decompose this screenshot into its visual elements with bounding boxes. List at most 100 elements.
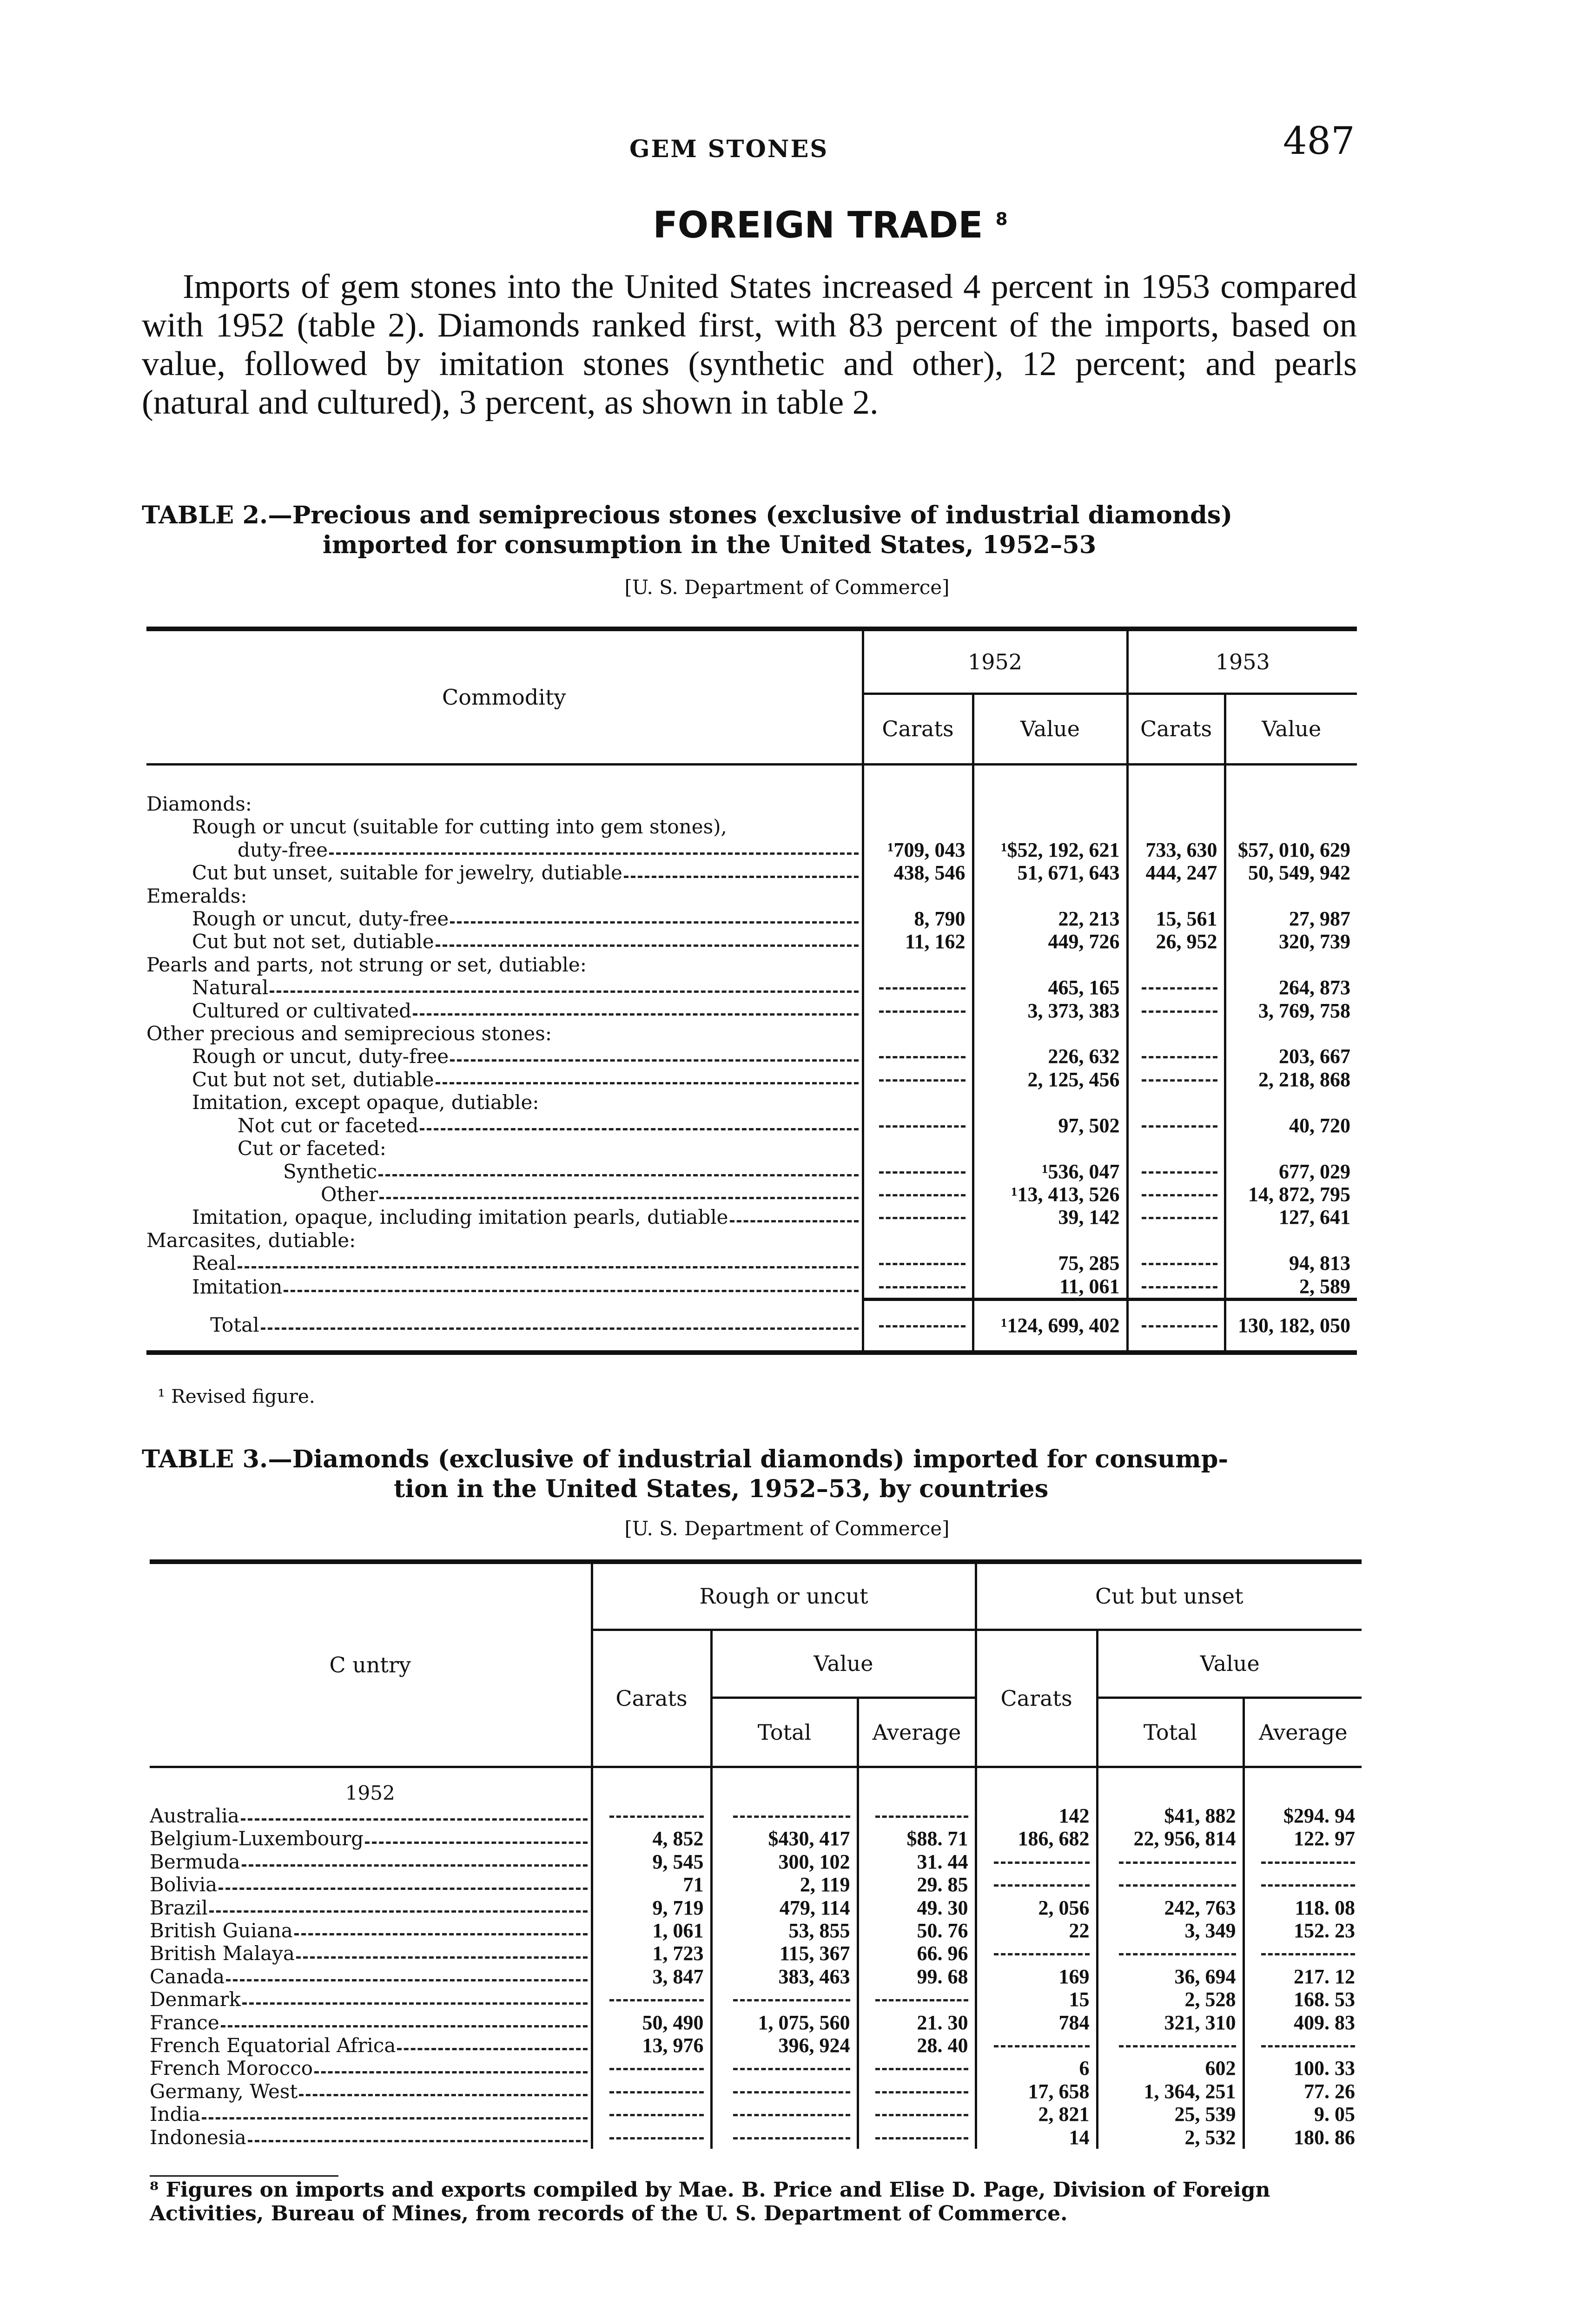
value-cell: 465, 165	[972, 976, 1128, 999]
row-label: Belgium-Luxembourg	[150, 1827, 592, 1850]
leader-dots	[202, 2103, 588, 2119]
value-cell: 449, 726	[972, 930, 1128, 953]
spacer-cell	[1223, 764, 1357, 792]
intro-paragraph: Imports of gem stones into the United St…	[142, 268, 1357, 422]
row-label: Synthetic	[146, 1160, 863, 1183]
empty-cell	[1126, 1091, 1225, 1114]
row-label: Cut or faceted:	[146, 1137, 863, 1160]
leader-dots	[299, 2080, 588, 2097]
table-row: British Malaya 1, 723 115, 367 66. 96	[150, 1942, 1362, 1965]
label-text: duty-free	[238, 838, 328, 861]
leader-dashes	[875, 2114, 968, 2117]
value-cell: 9, 719	[590, 1896, 711, 1920]
table-row: Cut or faceted:	[146, 1137, 1357, 1160]
label-wrap: Cut but unset, suitable for jewelry, dut…	[146, 861, 862, 884]
value-cell: 66. 96	[856, 1942, 976, 1965]
table-row: Indonesia 14 2, 532 180. 86	[150, 2126, 1362, 2149]
value-cell: 602	[1096, 2057, 1244, 2080]
label-wrap: Other precious and semiprecious stones:	[146, 1022, 862, 1045]
row-label: Bolivia	[150, 1873, 592, 1896]
value-cell: 186, 682	[974, 1827, 1098, 1850]
empty-cell	[1223, 953, 1357, 977]
label-wrap: Imitation	[146, 1275, 862, 1298]
label-text: Other precious and semiprecious stones:	[146, 1022, 552, 1045]
label-wrap: Diamonds:	[146, 792, 862, 815]
label-text: French Equatorial Africa	[150, 2034, 396, 2057]
value-cell	[861, 1068, 973, 1091]
row-label: Imitation	[146, 1275, 863, 1300]
value-cell: 3, 373, 383	[972, 999, 1128, 1023]
label-text: Brazil	[150, 1896, 208, 1919]
label-text: Canada	[150, 1965, 225, 1988]
spacer-row	[146, 764, 1357, 792]
empty-cell	[1223, 1137, 1357, 1160]
row-label: Total	[146, 1299, 863, 1353]
empty-cell	[972, 792, 1128, 816]
value-cell: 39, 142	[972, 1206, 1128, 1229]
table-row: Cultured or cultivated 3, 373, 383 3, 769,…	[146, 999, 1357, 1023]
table-row: duty-free ¹709, 043 ¹$52, 192, 621 733, 630…	[146, 838, 1357, 862]
value-cell	[710, 2080, 858, 2103]
value-cell: 22, 956, 814	[1096, 1827, 1244, 1850]
table3-source: [U. S. Department of Commerce]	[624, 1517, 950, 1540]
value-cell	[861, 1206, 973, 1229]
value-cell: 1, 061	[590, 1919, 711, 1942]
section-label: 1952	[345, 1781, 395, 1804]
leader-dots	[314, 2057, 588, 2073]
value-cell	[1126, 1274, 1225, 1300]
value-cell: 97, 502	[972, 1114, 1128, 1137]
value-cell: 127, 641	[1223, 1206, 1357, 1229]
label-text: India	[150, 2103, 200, 2126]
header-cut-total: Total	[1096, 1697, 1244, 1767]
row-label: Not cut or faceted	[146, 1114, 863, 1137]
leader-dashes	[609, 1816, 704, 1818]
leader-dashes	[875, 1999, 968, 2002]
value-cell: 320, 739	[1223, 930, 1357, 953]
value-cell: 15	[974, 1988, 1098, 2011]
table-row: Imitation, opaque, including imitation p…	[146, 1206, 1357, 1229]
empty-cell	[1096, 1767, 1244, 1804]
value-cell: 26, 952	[1126, 930, 1225, 953]
leader-dashes	[609, 1999, 704, 2002]
empty-cell	[861, 1091, 973, 1114]
empty-cell	[1223, 1228, 1357, 1252]
row-label: Denmark	[150, 1988, 592, 2011]
header-rough-total: Total	[710, 1697, 858, 1767]
table-row: India 2, 821 25, 539 9. 05	[150, 2103, 1362, 2126]
label-text: Not cut or faceted	[238, 1114, 419, 1137]
leader-dashes	[1142, 1056, 1217, 1059]
row-label: Rough or uncut, duty-free	[146, 1045, 863, 1068]
value-cell: 75, 285	[972, 1252, 1128, 1275]
row-label: Imitation, except opaque, dutiable:	[146, 1091, 863, 1114]
leader-dashes	[1261, 1861, 1356, 1864]
value-cell: 25, 539	[1096, 2103, 1244, 2126]
leader-dots	[379, 1183, 859, 1200]
empty-cell	[710, 1767, 858, 1804]
value-cell	[590, 1988, 711, 2011]
leader-dots	[378, 1160, 859, 1176]
row-label: Cut but not set, dutiable	[146, 1068, 863, 1091]
table-row: Bermuda 9, 545 300, 102 31. 44	[150, 1850, 1362, 1874]
label-wrap: Bolivia	[150, 1873, 591, 1896]
value-cell	[861, 1045, 973, 1068]
table-row: Other ¹13, 413, 526 14, 872, 795	[146, 1182, 1357, 1206]
leader-dots	[237, 1252, 859, 1268]
row-label: Imitation, opaque, including imitation p…	[146, 1206, 863, 1228]
value-cell: 383, 463	[710, 1965, 858, 1988]
header-rough-average: Average	[856, 1697, 976, 1767]
leader-dashes	[1142, 1010, 1217, 1013]
empty-cell	[590, 1767, 711, 1804]
label-wrap: Real	[146, 1252, 862, 1274]
value-cell: 3, 769, 758	[1223, 999, 1357, 1023]
label-wrap: Cultured or cultivated	[146, 999, 862, 1022]
total-row: Total ¹124, 699, 402 130, 182, 050	[146, 1297, 1357, 1353]
leader-dots	[240, 1804, 588, 1821]
value-cell	[861, 976, 973, 999]
row-label: British Guiana	[150, 1919, 592, 1942]
label-wrap: Belgium-Luxembourg	[150, 1827, 591, 1850]
label-wrap: Marcasites, dutiable:	[146, 1229, 862, 1252]
row-label: Rough or uncut, duty-free	[146, 907, 863, 930]
row-label: Other	[146, 1183, 863, 1206]
value-cell: $88. 71	[856, 1827, 976, 1850]
table2-footnote: ¹ Revised figure.	[158, 1385, 315, 1407]
